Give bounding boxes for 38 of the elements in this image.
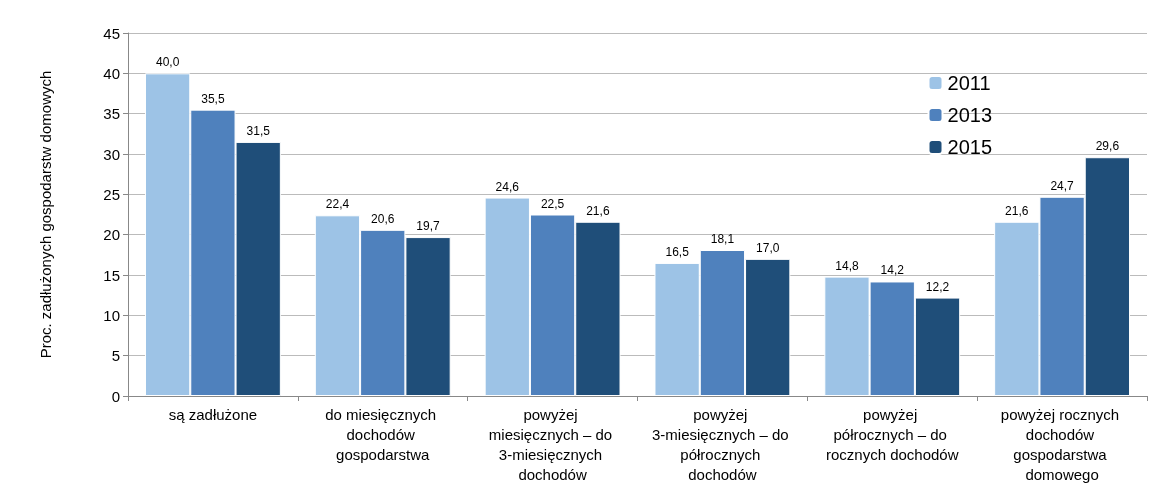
data-label: 14,2	[880, 263, 905, 278]
data-label: 40,0	[155, 55, 180, 70]
data-label: 19,7	[416, 219, 441, 234]
data-label: 31,5	[246, 123, 271, 138]
y-tick-label: 5	[111, 347, 120, 365]
x-tick-label: powyżej miesięcznych – do 3-miesięcznych dochodów	[488, 405, 617, 483]
y-tick-label: 0	[111, 387, 120, 405]
y-tick-label: 35	[103, 105, 120, 123]
x-tick-label: do miesięcznych dochodów gospodarstwa	[325, 405, 441, 463]
y-tick-label: 15	[103, 266, 120, 284]
data-label: 20,6	[371, 211, 395, 226]
y-tick-label: 25	[103, 185, 120, 203]
x-tick-label: powyżej półrocznych – do rocznych dochodów	[825, 405, 959, 463]
y-tick-label: 45	[103, 24, 120, 42]
y-tick-label: 30	[103, 145, 120, 163]
data-label: 21,6	[1005, 203, 1029, 218]
y-axis-title: Proc. zadłużonych gospodarstw domowych	[37, 70, 54, 359]
data-label: 24,7	[1050, 178, 1075, 193]
x-tick-label: powyżej rocznych dochodów gospodarstwa domowego	[1000, 405, 1124, 483]
data-label: 24,6	[495, 179, 520, 194]
y-tick-label: 40	[103, 64, 120, 82]
data-label: 22,5	[540, 196, 565, 211]
data-label: 17,0	[756, 240, 780, 255]
data-label: 22,4	[325, 197, 350, 212]
data-label: 16,5	[665, 244, 690, 259]
y-tick-label: 10	[103, 306, 120, 324]
y-tick-label: 20	[103, 226, 120, 244]
data-label: 29,6	[1095, 139, 1120, 154]
data-label: 21,6	[586, 203, 610, 218]
data-label: 12,2	[925, 279, 950, 294]
data-label: 14,8	[835, 258, 859, 273]
x-tick-label: powyżej 3-miesięcznych – do półrocznych dochodów	[651, 405, 793, 483]
data-label: 18,1	[710, 231, 735, 246]
legend-label: 2015	[947, 136, 993, 158]
legend-label: 2013	[947, 104, 993, 126]
legend-label: 2011	[947, 72, 991, 94]
data-label: 35,5	[201, 91, 225, 106]
x-tick-label: są zadłużone	[168, 405, 258, 423]
